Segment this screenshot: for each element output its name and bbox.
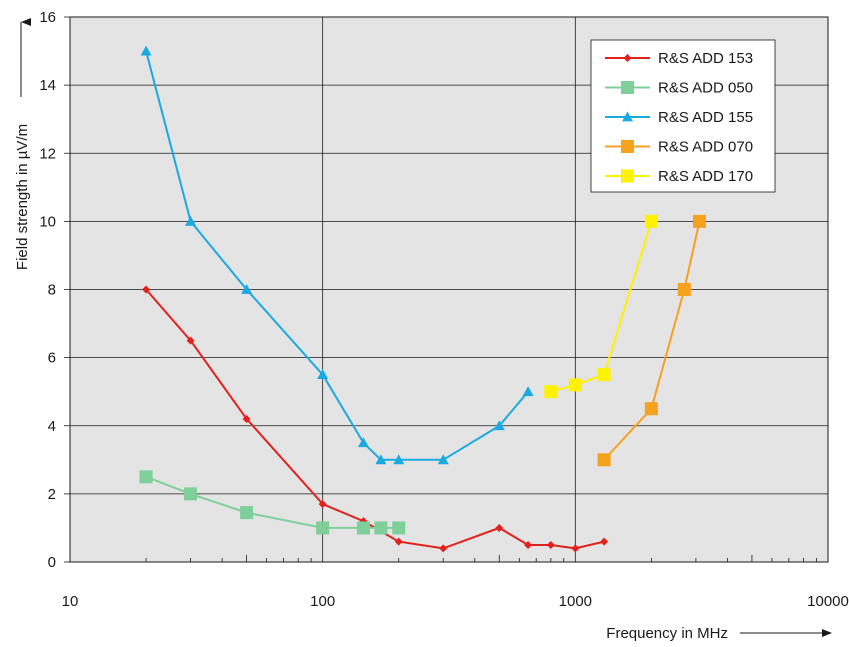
- data-point: [318, 500, 327, 509]
- data-point: [692, 214, 706, 228]
- legend-item: R&S ADD 170: [605, 168, 753, 185]
- data-point: [597, 368, 611, 382]
- data-point: [357, 437, 369, 448]
- x-tick-labels: 10 100 1000 10000: [62, 593, 849, 610]
- y-tick-label: 2: [48, 486, 56, 503]
- data-point: [546, 540, 555, 549]
- y-tick-label: 6: [48, 350, 56, 367]
- series-1: [139, 470, 406, 535]
- series-0: [142, 285, 609, 553]
- x-tick-label: 1000: [559, 593, 592, 610]
- legend-swatch-marker: [621, 169, 634, 183]
- data-point: [644, 214, 658, 228]
- data-point: [241, 284, 253, 294]
- series-2: [140, 45, 534, 465]
- legend-swatch-marker: [621, 81, 634, 94]
- series-line: [145, 288, 605, 550]
- y-axis-title: Field strength in µV/m: [14, 124, 31, 270]
- data-point: [317, 369, 329, 380]
- series-line: [603, 221, 701, 461]
- legend-swatch-marker: [621, 140, 634, 153]
- data-point: [185, 215, 197, 226]
- legend-label: R&S ADD 070: [658, 139, 753, 156]
- data-point: [495, 523, 504, 532]
- y-tick-label: 16: [39, 9, 56, 26]
- data-point: [316, 521, 330, 535]
- x-axis-title: Frequency in MHz: [606, 625, 728, 642]
- legend-item: R&S ADD 070: [605, 139, 753, 156]
- data-point: [600, 537, 609, 546]
- y-tick-label: 0: [48, 554, 56, 571]
- data-point: [394, 537, 403, 546]
- data-point: [142, 285, 151, 294]
- series-line: [145, 50, 529, 461]
- legend-swatch-marker: [623, 54, 632, 62]
- legend-item: R&S ADD 155: [605, 109, 753, 126]
- data-point: [186, 336, 195, 345]
- data-point: [393, 454, 405, 465]
- y-tick-label: 12: [39, 145, 56, 162]
- data-point: [356, 521, 370, 535]
- data-point: [375, 454, 387, 465]
- series-layer: [139, 45, 706, 553]
- data-point: [522, 386, 534, 397]
- data-point: [184, 487, 198, 501]
- y-tick-label: 8: [48, 282, 56, 299]
- x-tick-label: 100: [310, 593, 335, 610]
- data-point: [392, 521, 406, 535]
- data-point: [568, 378, 582, 392]
- legend-item: R&S ADD 050: [605, 80, 753, 97]
- legend-item: R&S ADD 153: [605, 50, 753, 67]
- data-point: [437, 454, 449, 465]
- series-line: [550, 221, 653, 393]
- data-point: [597, 453, 611, 467]
- data-point: [644, 402, 658, 416]
- data-point: [493, 420, 505, 431]
- legend-label: R&S ADD 050: [658, 80, 753, 97]
- legend-label: R&S ADD 155: [658, 109, 753, 126]
- y-tick-label: 4: [48, 418, 56, 435]
- legend-label: R&S ADD 153: [658, 50, 753, 67]
- data-point: [240, 506, 254, 520]
- data-point: [374, 521, 388, 535]
- data-point: [140, 45, 152, 56]
- legend: R&S ADD 153 R&S ADD 050 R&S ADD 155 R&S ADD…: [590, 39, 776, 193]
- data-point: [544, 385, 558, 399]
- series-3: [597, 214, 706, 467]
- data-point: [139, 470, 153, 484]
- y-tick-labels: 0 2 4 6 8 10 12 14 16: [39, 9, 70, 571]
- data-point: [677, 283, 691, 296]
- legend-swatch-marker: [622, 111, 633, 122]
- data-point: [524, 540, 533, 549]
- data-point: [439, 544, 448, 553]
- series-4: [544, 214, 658, 399]
- x-tick-label: 10: [62, 593, 79, 610]
- x-tick-label: 10000: [807, 593, 849, 610]
- y-tick-label: 14: [39, 77, 56, 94]
- data-point: [571, 544, 580, 553]
- y-tick-label: 10: [39, 213, 56, 230]
- data-point: [242, 414, 251, 423]
- x-axis-arrowhead: [822, 629, 832, 637]
- legend-label: R&S ADD 170: [658, 168, 753, 185]
